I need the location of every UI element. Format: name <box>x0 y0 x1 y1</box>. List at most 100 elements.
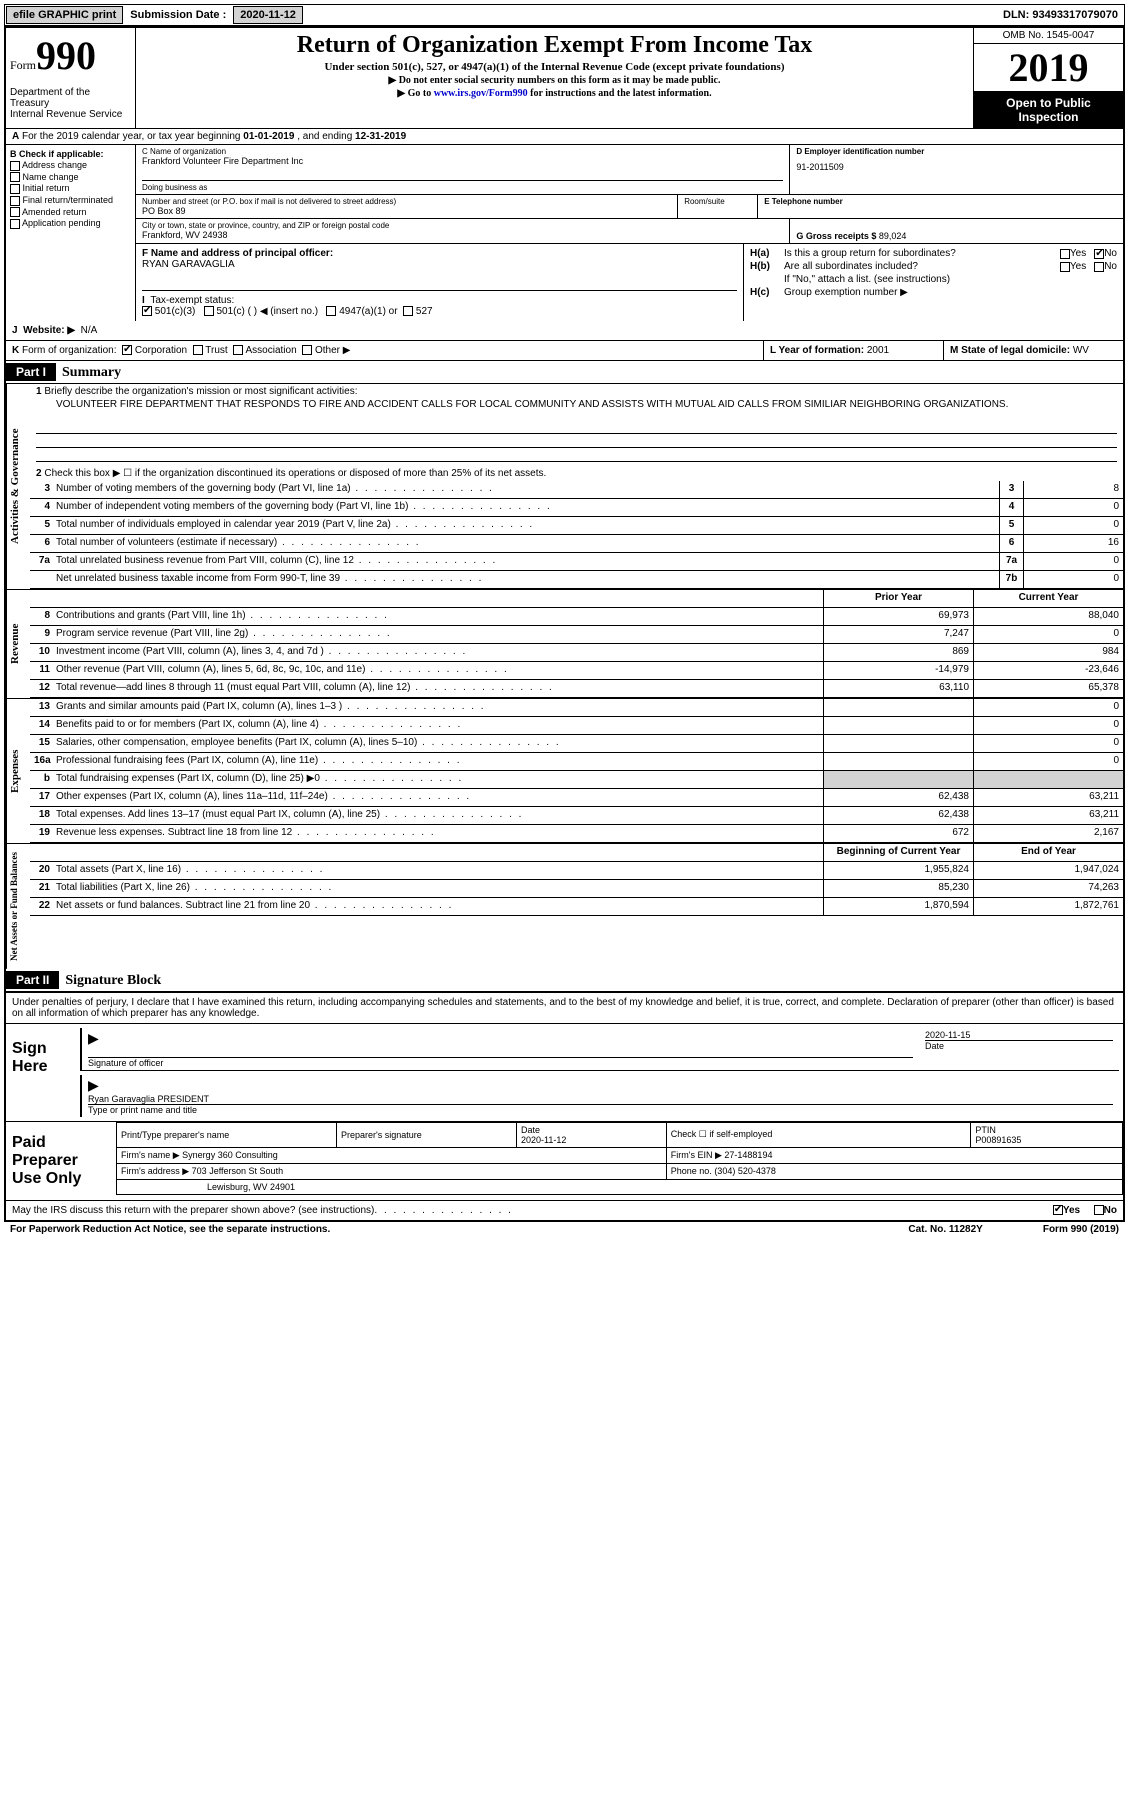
chk-other[interactable] <box>302 345 312 355</box>
year-formation: 2001 <box>867 345 889 356</box>
revenue-section: Revenue Prior Year Current Year 8 Contri… <box>6 589 1123 698</box>
ptin: P00891635 <box>975 1135 1021 1145</box>
sign-here-label: Sign Here <box>6 1024 76 1121</box>
gross-receipts: 89,024 <box>879 231 907 241</box>
prep-date: 2020-11-12 <box>521 1135 566 1145</box>
line-17: 17 Other expenses (Part IX, column (A), … <box>30 789 1123 807</box>
net-headers: Beginning of Current Year End of Year <box>30 844 1123 862</box>
c-name-label: C Name of organization <box>142 147 783 156</box>
row-a: A For the 2019 calendar year, or tax yea… <box>6 129 1123 145</box>
gov-line-7b: Net unrelated business taxable income fr… <box>30 571 1123 589</box>
net-assets-section: Net Assets or Fund Balances Beginning of… <box>6 843 1123 969</box>
omb: OMB No. 1545-0047 <box>974 28 1123 44</box>
chk-name[interactable]: Name change <box>10 172 131 183</box>
gov-line-5: 5 Total number of individuals employed i… <box>30 517 1123 535</box>
line-8: 8 Contributions and grants (Part VIII, l… <box>30 608 1123 626</box>
website: N/A <box>81 325 98 336</box>
tax-year: 2019 <box>974 44 1123 92</box>
street-label: Number and street (or P.O. box if mail i… <box>142 197 671 206</box>
open-public: Open to Public Inspection <box>974 92 1123 128</box>
activities-governance: Activities & Governance 1 Briefly descri… <box>6 384 1123 589</box>
sign-here-row: Sign Here ▶Signature of officer 2020-11-… <box>6 1023 1123 1121</box>
declaration: Under penalties of perjury, I declare th… <box>6 993 1123 1023</box>
d-label: D Employer identification number <box>796 147 1117 156</box>
line-13: 13 Grants and similar amounts paid (Part… <box>30 699 1123 717</box>
street: PO Box 89 <box>142 206 671 216</box>
discuss-row: May the IRS discuss this return with the… <box>6 1200 1123 1220</box>
side-net: Net Assets or Fund Balances <box>6 844 30 969</box>
gov-line-6: 6 Total number of volunteers (estimate i… <box>30 535 1123 553</box>
discuss-no[interactable] <box>1094 1205 1104 1215</box>
line-12: 12 Total revenue—add lines 8 through 11 … <box>30 680 1123 698</box>
chk-address[interactable]: Address change <box>10 160 131 171</box>
chk-pending[interactable]: Application pending <box>10 218 131 229</box>
chk-final[interactable]: Final return/terminated <box>10 195 131 206</box>
line-19: 19 Revenue less expenses. Subtract line … <box>30 825 1123 843</box>
gov-line-4: 4 Number of independent voting members o… <box>30 499 1123 517</box>
part1-header: Part ISummary <box>6 361 1123 384</box>
chk-527[interactable] <box>403 306 413 316</box>
header: Form990 Department of the Treasury Inter… <box>6 28 1123 129</box>
city-label: City or town, state or province, country… <box>142 221 783 230</box>
side-gov: Activities & Governance <box>6 384 30 589</box>
line-10: 10 Investment income (Part VIII, column … <box>30 644 1123 662</box>
part2-header: Part IISignature Block <box>6 969 1123 991</box>
topbar: efile GRAPHIC print Submission Date : 20… <box>4 4 1125 26</box>
firm-ein: 27-1488194 <box>724 1150 772 1160</box>
paid-preparer-row: Paid Preparer Use Only Print/Type prepar… <box>6 1121 1123 1200</box>
title-box: Return of Organization Exempt From Incom… <box>136 28 973 128</box>
chk-trust[interactable] <box>193 345 203 355</box>
chk-501c3[interactable] <box>142 306 152 316</box>
chk-amended[interactable]: Amended return <box>10 207 131 218</box>
side-exp: Expenses <box>6 699 30 843</box>
firm-name: Synergy 360 Consulting <box>182 1150 278 1160</box>
col-cd: C Name of organization Frankford Volunte… <box>136 145 1123 321</box>
e-label: E Telephone number <box>764 197 1117 206</box>
sig-date: 2020-11-15 <box>925 1030 970 1040</box>
line-21: 21 Total liabilities (Part X, line 26) 8… <box>30 880 1123 898</box>
chk-501c[interactable] <box>204 306 214 316</box>
preparer-table: Print/Type preparer's name Preparer's si… <box>116 1122 1123 1195</box>
footer: For Paperwork Reduction Act Notice, see … <box>4 1222 1125 1237</box>
expenses-section: Expenses 13 Grants and similar amounts p… <box>6 698 1123 843</box>
line-16a: 16a Professional fundraising fees (Part … <box>30 753 1123 771</box>
cat-no: Cat. No. 11282Y <box>908 1224 982 1235</box>
signature-block: Under penalties of perjury, I declare th… <box>4 993 1125 1222</box>
chk-4947[interactable] <box>326 306 336 316</box>
ein: 91-2011509 <box>796 162 1117 172</box>
form-label: Form <box>10 58 36 72</box>
chk-assoc[interactable] <box>233 345 243 355</box>
chk-corp[interactable] <box>122 345 132 355</box>
officer-name: RYAN GARAVAGLIA <box>142 259 737 270</box>
room-label: Room/suite <box>684 197 751 206</box>
dln: DLN: 93493317079070 <box>997 7 1124 23</box>
mission-text: VOLUNTEER FIRE DEPARTMENT THAT RESPONDS … <box>56 399 1117 410</box>
gov-line-3: 3 Number of voting members of the govern… <box>30 481 1123 499</box>
hb-yes[interactable] <box>1060 262 1070 272</box>
year-box: OMB No. 1545-0047 2019 Open to Public In… <box>973 28 1123 128</box>
line-9: 9 Program service revenue (Part VIII, li… <box>30 626 1123 644</box>
paperwork-notice: For Paperwork Reduction Act Notice, see … <box>10 1224 330 1235</box>
ha-yes[interactable] <box>1060 249 1070 259</box>
state-domicile: WV <box>1073 345 1089 356</box>
line-22: 22 Net assets or fund balances. Subtract… <box>30 898 1123 916</box>
line-20: 20 Total assets (Part X, line 16) 1,955,… <box>30 862 1123 880</box>
form-title: Return of Organization Exempt From Incom… <box>140 32 969 59</box>
org-name: Frankford Volunteer Fire Department Inc <box>142 156 783 166</box>
subtitle: Under section 501(c), 527, or 4947(a)(1)… <box>140 61 969 73</box>
col-b: B Check if applicable: Address change Na… <box>6 145 136 321</box>
discuss-yes[interactable] <box>1053 1205 1063 1215</box>
officer-print-name: Ryan Garavaglia PRESIDENT <box>88 1094 209 1104</box>
g-label: G Gross receipts $ <box>796 231 876 241</box>
hb-no[interactable] <box>1094 262 1104 272</box>
row-k: K Form of organization: Corporation Trus… <box>6 341 1123 361</box>
form-number: 990 <box>36 33 96 78</box>
section-b-g: B Check if applicable: Address change Na… <box>6 145 1123 321</box>
efile-btn[interactable]: efile GRAPHIC print <box>6 6 123 24</box>
b-label: B Check if applicable: <box>10 149 131 159</box>
chk-initial[interactable]: Initial return <box>10 183 131 194</box>
side-rev: Revenue <box>6 590 30 698</box>
dba-label: Doing business as <box>142 180 783 192</box>
form990-link[interactable]: www.irs.gov/Form990 <box>434 88 528 99</box>
ha-no[interactable] <box>1094 249 1104 259</box>
